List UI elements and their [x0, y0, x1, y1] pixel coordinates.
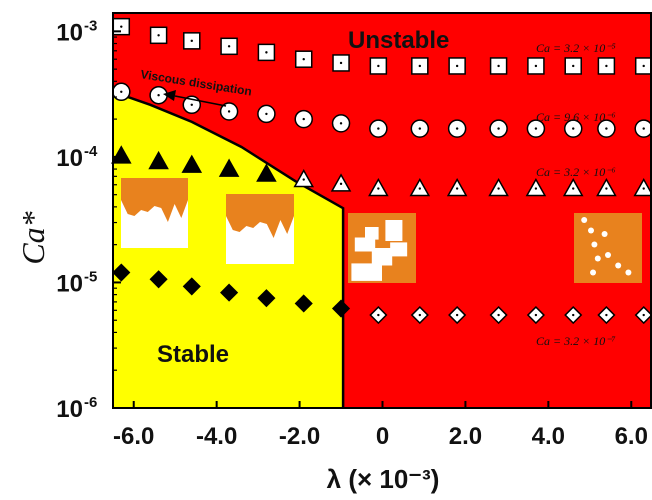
y-tick-label-exponent: -6: [84, 394, 97, 411]
marker-center-dot: [227, 45, 231, 48]
stability-boundary: [112, 90, 345, 408]
region-label-unstable: Unstable: [348, 27, 449, 54]
x-tick-label: 6.0: [615, 423, 648, 450]
marker-center-dot: [120, 25, 123, 28]
inset-pattern-3: [348, 213, 416, 283]
marker-center-dot: [455, 64, 459, 68]
marker-center-dot: [190, 39, 193, 43]
x-tick-label: 4.0: [532, 423, 565, 450]
marker-center-dot: [497, 187, 500, 190]
y-tick-label: 10: [56, 396, 83, 423]
marker-center-dot: [418, 313, 422, 317]
marker-center-dot: [534, 64, 538, 68]
marker-center-dot: [377, 64, 380, 68]
marker-center-dot: [265, 112, 268, 116]
marker-diamond-6: [294, 294, 313, 313]
marker-center-dot: [339, 122, 343, 125]
y-tick-label-exponent: -4: [84, 143, 98, 160]
marker-diamond-4: [220, 283, 239, 302]
marker-center-dot: [455, 313, 459, 317]
marker-center-dot: [572, 313, 575, 317]
marker-center-dot: [265, 51, 268, 54]
series-label-4: Ca = 3.2 × 10⁻⁷: [536, 334, 616, 348]
marker-diamond-5: [257, 289, 276, 308]
marker-center-dot: [302, 117, 305, 121]
y-tick-label-exponent: -3: [84, 17, 97, 34]
marker-center-dot: [605, 127, 608, 130]
region-label-stable: Stable: [157, 341, 229, 368]
marker-triangle-5: [256, 163, 277, 182]
marker-center-dot: [642, 64, 645, 68]
y-axis-ticks: 10-610-510-410-3: [56, 17, 121, 423]
marker-center-dot: [302, 178, 305, 181]
series-label-3: Ca = 3.2 × 10⁻⁶: [536, 165, 616, 179]
marker-diamond-3: [182, 277, 201, 296]
marker-center-dot: [455, 127, 459, 130]
data-markers: [111, 17, 652, 325]
marker-center-dot: [455, 187, 459, 190]
marker-center-dot: [190, 103, 193, 106]
x-tick-label: -4.0: [196, 423, 237, 450]
marker-center-dot: [339, 61, 343, 65]
marker-center-dot: [497, 127, 500, 130]
y-axis-title: Ca*: [15, 211, 51, 264]
y-tick-label-exponent: -5: [84, 268, 97, 285]
x-tick-label: -6.0: [113, 423, 154, 450]
marker-triangle-3: [181, 154, 203, 173]
marker-center-dot: [642, 187, 645, 190]
y-tick-label: 10: [56, 19, 83, 46]
marker-center-dot: [157, 94, 160, 97]
marker-center-dot: [418, 64, 422, 68]
marker-center-dot: [534, 313, 538, 317]
inset-pattern-4: [574, 213, 642, 283]
marker-center-dot: [377, 187, 380, 190]
marker-center-dot: [418, 127, 422, 130]
x-tick-label: -2.0: [279, 423, 320, 450]
marker-center-dot: [377, 313, 380, 317]
series-label-1: Ca = 3.2 × 10⁻⁵: [536, 41, 616, 55]
marker-triangle-2: [148, 150, 169, 170]
marker-center-dot: [605, 64, 608, 68]
marker-center-dot: [418, 187, 422, 190]
pattern-insets: [121, 178, 642, 283]
marker-center-dot: [605, 313, 608, 317]
marker-center-dot: [227, 110, 231, 113]
inset-pattern-2: [226, 194, 294, 264]
marker-diamond-2: [149, 270, 168, 289]
marker-center-dot: [120, 90, 123, 93]
marker-center-dot: [572, 64, 575, 68]
marker-center-dot: [605, 187, 608, 190]
series-label-2: Ca = 9.6 × 10⁻⁶: [536, 110, 616, 124]
marker-triangle-1: [111, 145, 132, 164]
x-tick-label: 0: [376, 423, 389, 450]
marker-center-dot: [157, 34, 160, 37]
annotation-arrow: [163, 90, 227, 107]
x-tick-label: 2.0: [449, 423, 482, 450]
marker-center-dot: [572, 187, 575, 190]
marker-triangle-4: [218, 158, 240, 177]
marker-center-dot: [642, 127, 645, 130]
marker-diamond-1: [112, 263, 131, 282]
marker-center-dot: [534, 187, 538, 190]
y-tick-label: 10: [56, 145, 83, 172]
y-tick-label: 10: [56, 270, 83, 297]
marker-center-dot: [572, 127, 575, 130]
marker-center-dot: [642, 313, 645, 317]
marker-center-dot: [339, 182, 343, 186]
marker-center-dot: [497, 313, 500, 317]
inset-pattern-1: [121, 178, 188, 248]
x-axis-ticks: -6.0 -4.0 -2.0 0 2.0 4.0 6.0: [113, 401, 648, 450]
marker-center-dot: [534, 127, 538, 130]
marker-diamond-7: [331, 299, 351, 318]
marker-center-dot: [497, 64, 500, 68]
marker-center-dot: [377, 127, 380, 130]
x-axis-title: λ (× 10⁻³): [327, 464, 440, 494]
marker-center-dot: [302, 57, 305, 61]
